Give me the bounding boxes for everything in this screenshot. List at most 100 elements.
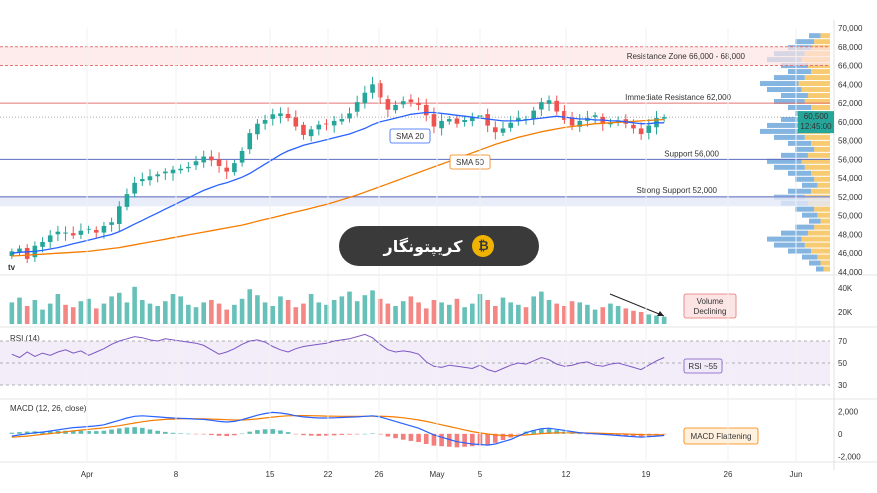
macd-histogram-bar bbox=[193, 433, 199, 435]
volume-profile-bar bbox=[820, 33, 830, 39]
volume-profile-bar bbox=[820, 218, 830, 224]
macd-histogram-bar bbox=[147, 429, 153, 434]
volume-bar bbox=[247, 289, 253, 324]
volume-bar bbox=[539, 291, 544, 324]
candle-body bbox=[354, 102, 360, 112]
volume-profile-bar bbox=[807, 152, 830, 158]
volume-bar bbox=[316, 302, 322, 324]
volume-profile-bar bbox=[814, 39, 830, 45]
volume-bar bbox=[393, 306, 398, 324]
volume-profile-bar bbox=[795, 224, 815, 230]
candle-body bbox=[661, 117, 667, 119]
volume-bar bbox=[508, 302, 513, 324]
volume-profile-bar bbox=[767, 122, 802, 128]
candle-body bbox=[393, 104, 398, 111]
macd-histogram-bar bbox=[439, 433, 444, 447]
macd-histogram-bar bbox=[201, 433, 206, 435]
macd-histogram-bar bbox=[262, 429, 268, 434]
x-tick-label: 5 bbox=[478, 470, 483, 479]
volume-profile-bar bbox=[816, 266, 824, 272]
candle-body bbox=[470, 117, 475, 122]
volume-bar bbox=[400, 301, 406, 324]
volume-bar bbox=[377, 298, 383, 324]
volume-bar bbox=[270, 306, 276, 324]
volume-profile-bar bbox=[811, 248, 830, 254]
volume-profile-bar bbox=[788, 188, 812, 194]
macd-histogram-bar bbox=[446, 433, 452, 447]
candle-body bbox=[508, 122, 513, 128]
macd-histogram-bar bbox=[385, 433, 391, 437]
volume-bar bbox=[170, 294, 176, 324]
macd-histogram-bar bbox=[124, 427, 130, 434]
rsi-tick-label: 30 bbox=[838, 381, 847, 390]
volume-bar bbox=[646, 314, 652, 324]
candle-body bbox=[385, 99, 391, 110]
price-tick-label: 50,000 bbox=[838, 212, 863, 221]
x-tick-label: 19 bbox=[642, 470, 651, 479]
volume-bar bbox=[446, 304, 452, 324]
candle-body bbox=[400, 101, 406, 105]
volume-profile-bar bbox=[767, 87, 802, 93]
candle-body bbox=[209, 156, 214, 161]
volume-trend-arrow bbox=[609, 293, 665, 317]
volume-bar bbox=[201, 302, 206, 324]
volume-profile-bar bbox=[795, 39, 815, 45]
volume-bar bbox=[654, 315, 659, 324]
candle-body bbox=[554, 100, 560, 112]
macd-histogram-bar bbox=[78, 430, 84, 434]
macd-histogram-bar bbox=[615, 433, 621, 436]
candle-body bbox=[423, 104, 429, 116]
volume-bar bbox=[116, 292, 122, 324]
volume-profile-bar bbox=[788, 170, 812, 176]
volume-bar bbox=[163, 301, 168, 324]
macd-annotation-box bbox=[683, 427, 759, 445]
macd-histogram-bar bbox=[393, 433, 398, 439]
x-tick-label: May bbox=[429, 470, 444, 479]
volume-bar bbox=[531, 296, 536, 324]
candle-countdown: 12:45:00 bbox=[800, 122, 832, 131]
volume-profile-bar bbox=[809, 218, 821, 224]
candle-body bbox=[301, 124, 306, 135]
candle-body bbox=[239, 150, 245, 163]
volume-profile-bar bbox=[774, 134, 805, 140]
macd-histogram-bar bbox=[170, 432, 176, 434]
volume-bar bbox=[47, 303, 53, 324]
candle-body bbox=[615, 120, 621, 123]
volume-bar bbox=[285, 300, 291, 324]
volume-bar bbox=[232, 304, 237, 324]
volume-arrow-head bbox=[657, 311, 664, 316]
candle-body bbox=[24, 247, 30, 259]
candle-body bbox=[308, 129, 314, 137]
resistance-zone bbox=[0, 46, 830, 66]
volume-bar bbox=[17, 297, 22, 324]
macd-histogram-bar bbox=[423, 433, 429, 444]
volume-bar bbox=[301, 303, 306, 324]
candle-body bbox=[516, 118, 521, 122]
candle-body bbox=[155, 174, 160, 177]
volume-profile-bar bbox=[774, 99, 805, 104]
candle-body bbox=[331, 120, 337, 126]
volume-bar bbox=[592, 309, 598, 324]
macd-histogram-bar bbox=[354, 433, 360, 435]
candle-body bbox=[170, 169, 176, 174]
rsi-annotation-box bbox=[683, 358, 723, 374]
candle-body bbox=[493, 127, 498, 133]
candle-body bbox=[546, 100, 552, 104]
volume-bar bbox=[546, 300, 552, 324]
candle-body bbox=[9, 251, 15, 257]
candle-body bbox=[416, 103, 421, 105]
resistance-zone-label: Resistance Zone 66,000 - 68,000 bbox=[627, 52, 746, 61]
volume-bar bbox=[32, 300, 38, 324]
volume-profile-bar bbox=[795, 146, 815, 152]
macd-histogram-bar bbox=[470, 433, 475, 447]
macd-histogram-bar bbox=[232, 433, 237, 436]
candle-body bbox=[216, 159, 222, 166]
x-tick-label: 8 bbox=[174, 470, 179, 479]
price-tick-label: 46,000 bbox=[838, 249, 863, 258]
x-tick-label: 26 bbox=[375, 470, 384, 479]
volume-profile-bar bbox=[804, 99, 830, 104]
macd-histogram-bar bbox=[324, 433, 329, 436]
macd-histogram-bar bbox=[178, 433, 183, 434]
rsi-line bbox=[11, 333, 665, 373]
candle-body bbox=[193, 161, 199, 166]
